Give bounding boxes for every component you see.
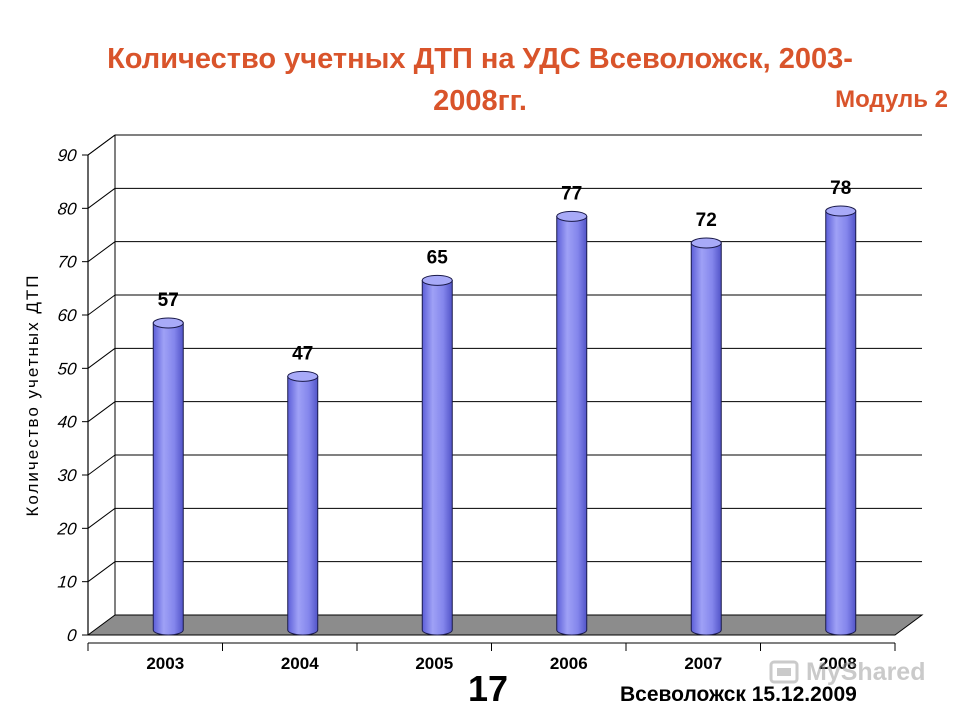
bar-body <box>556 215 588 636</box>
bar-top <box>152 317 184 329</box>
bar-body <box>690 242 722 636</box>
data-label: 77 <box>561 183 582 204</box>
gridline-side <box>87 347 116 369</box>
y-tick-label: 30 <box>57 466 78 485</box>
footer-text: Всеволожск 15.12.2009 <box>620 683 857 706</box>
x-tick-label: 2003 <box>146 654 184 673</box>
chart-title: Количество учетных ДТП на УДС Всеволожск… <box>40 38 920 122</box>
bar-body <box>421 279 453 636</box>
bar <box>287 370 319 636</box>
gridline-side <box>87 454 116 476</box>
data-label: 65 <box>427 247 449 268</box>
gridline-side <box>87 134 116 156</box>
x-tick-label: 2006 <box>550 654 588 673</box>
chart-title-line-2: 2008гг. <box>433 85 527 117</box>
bar <box>690 237 722 636</box>
bar-top <box>287 370 319 382</box>
slide-number: 17 <box>468 668 509 709</box>
bar-top <box>690 237 722 249</box>
y-tick-label: 10 <box>57 573 78 592</box>
bar-top <box>825 205 857 217</box>
bar-body <box>825 210 857 636</box>
bar <box>152 317 184 636</box>
y-tick-label: 40 <box>57 413 78 432</box>
x-tick-label: 2005 <box>415 654 453 673</box>
data-label: 47 <box>292 343 313 364</box>
y-tick-label: 0 <box>66 626 78 645</box>
bar-body <box>152 322 184 636</box>
bar-top <box>556 210 588 222</box>
y-tick-label: 70 <box>57 253 78 272</box>
x-tick-label: 2004 <box>281 654 319 673</box>
presentation-icon <box>769 660 799 684</box>
chart-title-line-1: Количество учетных ДТП на УДС Всеволожск… <box>107 43 853 75</box>
x-tick-label: 2008 <box>819 654 857 673</box>
watermark-logo: MyShared <box>768 656 928 690</box>
gridline-side <box>87 561 116 583</box>
chart-floor <box>86 614 924 636</box>
y-tick-label: 20 <box>56 519 78 538</box>
y-tick-label: 90 <box>57 146 78 165</box>
bar <box>421 274 453 636</box>
y-tick-label: 60 <box>57 306 78 325</box>
gridline-side <box>87 241 116 263</box>
data-label: 72 <box>696 210 717 231</box>
gridline-side <box>87 187 116 209</box>
data-label: 78 <box>830 178 851 199</box>
gridline-side <box>87 401 116 423</box>
y-axis-title: Количество учетных ДТП <box>23 274 42 517</box>
y-tick-label: 80 <box>57 199 78 218</box>
bar-top <box>421 274 453 286</box>
watermark-text: MyShared <box>806 658 926 686</box>
x-tick-label: 2007 <box>684 654 722 673</box>
y-tick-label: 50 <box>57 359 78 378</box>
module-label: Модуль 2 <box>835 86 948 113</box>
bar-body <box>287 375 319 636</box>
bar <box>825 205 857 636</box>
gridline-side <box>87 507 116 529</box>
gridline-side <box>87 294 116 316</box>
bar <box>556 210 588 636</box>
data-label: 57 <box>158 290 179 311</box>
